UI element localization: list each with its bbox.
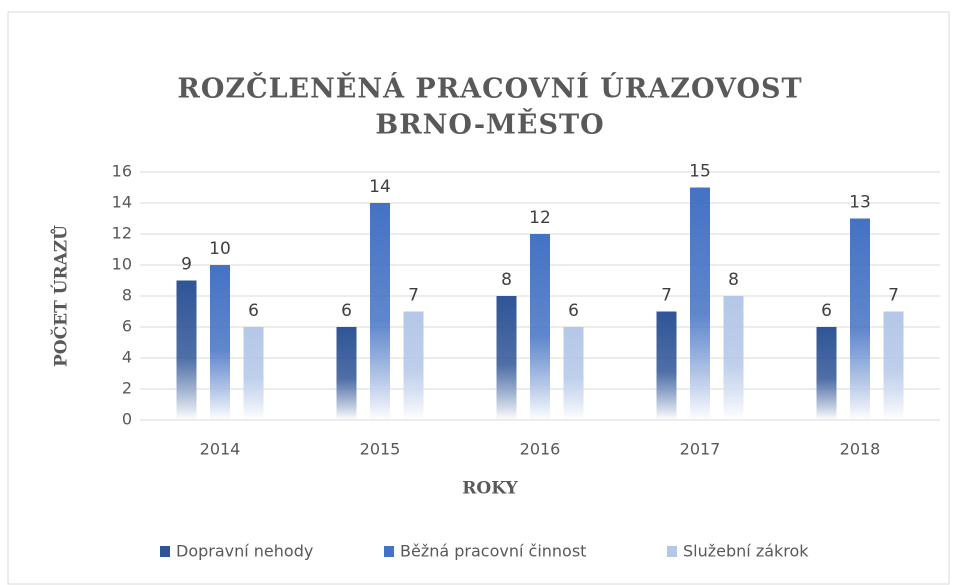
bar [403, 311, 424, 420]
bar [723, 296, 744, 420]
legend-marker [160, 546, 170, 557]
x-tick-label: 2014 [200, 440, 241, 459]
bar [656, 311, 677, 420]
y-tick-label: 10 [112, 255, 132, 274]
y-tick-label: 2 [122, 379, 132, 398]
data-label: 6 [248, 301, 259, 321]
data-label: 7 [888, 286, 899, 306]
y-tick-label: 16 [112, 162, 132, 181]
bar [530, 234, 550, 420]
data-label: 6 [568, 301, 579, 321]
data-label: 15 [689, 162, 711, 182]
chart-frame [7, 11, 950, 585]
bar [883, 311, 904, 420]
data-label: 9 [181, 255, 192, 275]
data-label: 12 [529, 208, 551, 228]
legend-marker [384, 546, 394, 557]
bar [336, 327, 357, 420]
data-label: 8 [501, 270, 512, 290]
data-label: 7 [661, 286, 672, 306]
data-label: 6 [341, 301, 352, 321]
y-tick-label: 6 [122, 317, 132, 336]
x-tick-label: 2015 [360, 440, 401, 459]
bar [850, 218, 870, 420]
bar [370, 203, 390, 420]
data-label: 8 [728, 270, 739, 290]
bar [176, 280, 197, 420]
bar [496, 296, 517, 420]
x-tick-label: 2018 [840, 440, 881, 459]
y-tick-label: 14 [112, 193, 132, 212]
bar [690, 187, 710, 420]
chart-title: ROZČLENĚNÁ PRACOVNÍ ÚRAZOVOST [177, 71, 802, 105]
data-label: 13 [849, 193, 871, 213]
y-axis-label: POČET ÚRAZŮ [50, 225, 72, 367]
y-tick-label: 8 [122, 286, 132, 305]
data-label: 6 [821, 301, 832, 321]
legend-label: Běžná pracovní činnost [400, 542, 586, 561]
x-axis-label: ROKY [462, 479, 518, 499]
legend-label: Dopravní nehody [176, 542, 313, 561]
chart-title: BRNO-MĚSTO [375, 108, 604, 141]
y-tick-label: 4 [122, 348, 132, 367]
bar [243, 327, 264, 420]
data-label: 14 [369, 177, 391, 197]
data-label: 7 [408, 286, 419, 306]
legend-label: Služební zákrok [683, 542, 809, 561]
legend-marker [667, 546, 677, 557]
y-tick-label: 0 [122, 410, 132, 429]
x-tick-label: 2016 [520, 440, 561, 459]
bar [210, 265, 230, 420]
y-tick-label: 12 [112, 224, 132, 243]
bar [563, 327, 584, 420]
data-label: 10 [209, 239, 231, 259]
bar [816, 327, 837, 420]
x-tick-label: 2017 [680, 440, 721, 459]
